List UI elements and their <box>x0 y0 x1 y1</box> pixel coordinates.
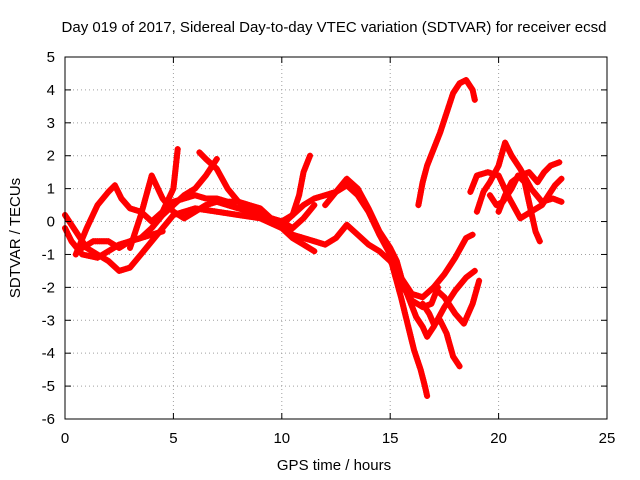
series-markers <box>387 254 431 399</box>
series-arc-j <box>387 254 431 399</box>
x-tick-label: 15 <box>382 430 399 447</box>
axis-ticks <box>64 56 608 420</box>
x-tick-label: 25 <box>599 430 616 447</box>
y-tick-label: -1 <box>42 246 55 263</box>
plot-frame <box>64 56 608 420</box>
series-markers <box>430 277 483 327</box>
series-markers <box>419 300 463 370</box>
y-tick-label: 2 <box>47 148 55 165</box>
data-series <box>62 77 565 399</box>
series-arc-l <box>430 277 483 327</box>
series-arc-q <box>495 159 563 215</box>
series-arc-k <box>419 300 463 370</box>
series-arc-m <box>415 77 478 209</box>
chart-title: Day 019 of 2017, Sidereal Day-to-day VTE… <box>62 19 607 36</box>
series-arc-d <box>79 228 166 251</box>
x-tick-label: 0 <box>61 430 69 447</box>
y-tick-label: -6 <box>42 411 55 428</box>
y-tick-label: -3 <box>42 312 55 329</box>
series-markers <box>415 77 478 209</box>
y-tick-label: 5 <box>47 49 55 66</box>
y-tick-label: -5 <box>42 378 55 395</box>
series-markers <box>495 159 563 215</box>
grid <box>65 57 607 419</box>
x-tick-label: 10 <box>273 430 290 447</box>
y-tick-label: 0 <box>47 214 55 231</box>
tick-labels: 0 5 10 15 20 25 -6 -5 -4 -3 -2 -1 0 1 2 3 4 5 <box>42 49 616 447</box>
y-tick-label: 3 <box>47 115 55 132</box>
y-tick-label: -4 <box>42 345 55 362</box>
y-tick-label: 1 <box>47 181 55 198</box>
x-tick-label: 5 <box>169 430 177 447</box>
x-tick-label: 20 <box>490 430 507 447</box>
y-axis-label: SDTVAR / TECUs <box>7 178 24 298</box>
x-axis-label: GPS time / hours <box>277 457 391 474</box>
y-tick-label: 4 <box>47 82 55 99</box>
y-tick-label: -2 <box>42 279 55 296</box>
